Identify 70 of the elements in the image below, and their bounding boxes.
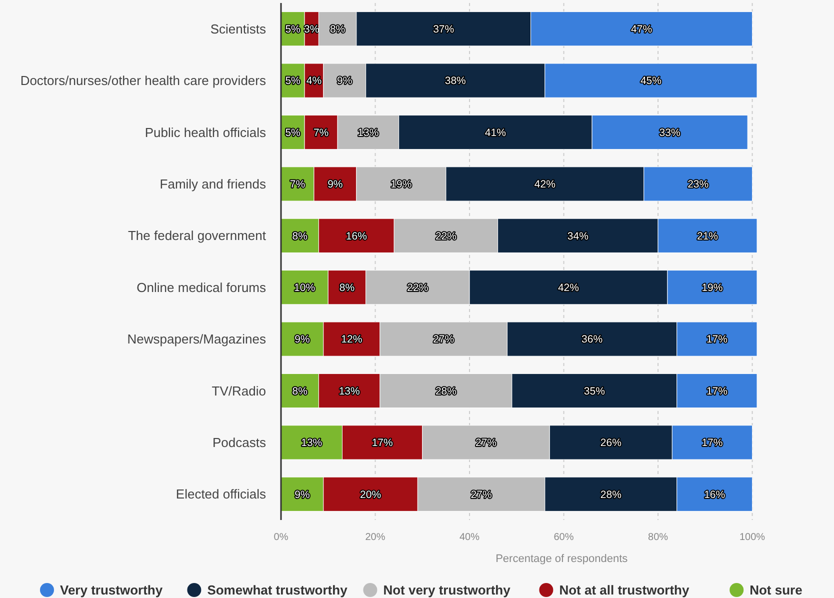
data-label: 7% [290,178,306,191]
data-label: 41% [484,126,506,139]
data-label: 13% [358,126,379,139]
data-label: 7% [313,126,329,139]
data-label: 33% [659,126,680,139]
legend-label: Very trustworthy [60,582,164,598]
y-tick-label: Elected officials [176,486,266,502]
data-label: 19% [702,282,723,294]
data-label: 8% [292,385,308,398]
data-label: 8% [292,230,308,242]
data-label: 27% [476,437,497,450]
data-label: 5% [285,75,300,88]
x-tick-label: 100% [740,532,766,543]
data-label: 47% [631,24,652,36]
legend-label: Not sure [750,582,802,598]
data-label: 17% [372,437,393,450]
data-label: 22% [435,230,456,242]
x-tick-label: 20% [365,532,386,543]
y-tick-label: The federal government [128,228,266,244]
x-tick-label: 40% [460,532,480,543]
data-label: 16% [704,488,726,501]
x-axis-title: Percentage of respondents [496,553,628,565]
data-label: 20% [360,488,382,501]
data-label: 8% [339,282,355,294]
legend-label: Somewhat trustworthy [207,582,348,598]
data-label: 38% [444,75,466,88]
y-tick-label: Scientists [210,21,266,36]
data-label: 8% [330,24,346,36]
data-label: 5% [285,24,300,36]
y-tick-label: TV/Radio [212,383,266,398]
x-tick-label: 80% [648,532,668,543]
data-label: 9% [294,334,310,346]
data-label: 9% [337,75,352,88]
y-tick-label: Newspapers/Magazines [127,332,266,347]
data-label: 5% [285,126,300,139]
data-label: 23% [688,178,709,191]
data-label: 45% [640,75,662,88]
data-label: 42% [534,178,556,191]
y-tick-label: Podcasts [212,435,266,450]
data-label: 36% [582,334,603,346]
data-label: 17% [706,334,728,346]
data-label: 22% [407,282,428,294]
data-label: 17% [706,385,728,398]
data-label: 28% [435,385,456,398]
data-label: 13% [338,385,360,398]
data-label: 12% [341,334,362,346]
legend-label: Not very trustworthy [383,582,512,598]
data-label: 34% [567,230,588,242]
data-label: 28% [600,488,622,501]
data-label: 16% [346,230,367,242]
data-label: 9% [328,178,343,191]
data-label: 10% [294,282,316,294]
y-tick-label: Online medical forums [136,280,266,295]
legend-label: Not at all trustworthy [559,582,690,598]
y-tick-label: Family and friends [160,176,266,192]
data-label: 21% [697,230,718,242]
data-label: 13% [301,437,322,450]
data-label: 9% [294,488,310,501]
x-tick-label: 60% [554,532,574,543]
y-tick-label: Doctors/nurses/other health care providers [20,73,266,88]
data-label: 19% [390,178,412,191]
x-tick-label: 0% [274,532,288,543]
data-label: 4% [306,75,322,88]
data-label: 37% [433,24,454,36]
data-label: 35% [584,385,605,398]
data-label: 27% [433,334,454,346]
data-label: 17% [702,437,723,450]
data-label: 42% [558,282,579,294]
y-tick-label: Public health officials [144,124,266,140]
data-label: 26% [600,437,622,450]
